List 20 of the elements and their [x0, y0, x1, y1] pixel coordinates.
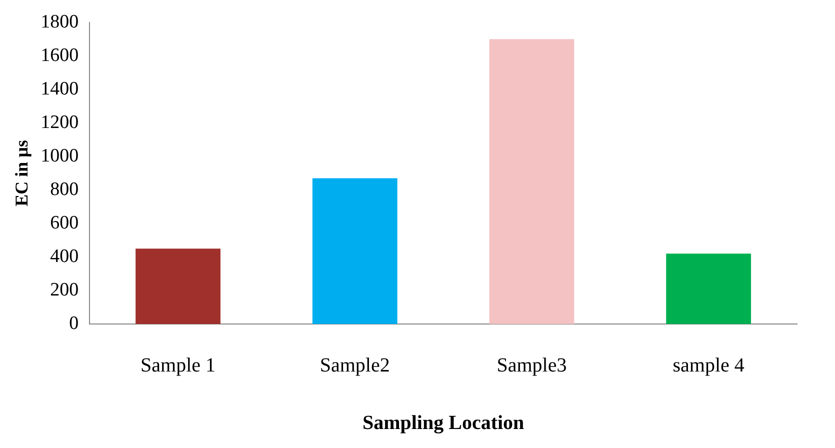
- bar: [136, 248, 220, 324]
- y-axis-title: EC in µs: [11, 140, 32, 206]
- y-tick-label: 600: [50, 212, 79, 234]
- y-tick-label: 200: [50, 279, 79, 300]
- y-tick-label: 1000: [40, 145, 79, 166]
- y-tick-label: 1200: [40, 112, 79, 133]
- y-tick-label: 1800: [40, 11, 79, 32]
- y-tick-label: 0: [69, 312, 79, 334]
- y-tick-label: 1400: [40, 78, 79, 100]
- x-tick-label: Sample2: [320, 354, 390, 376]
- x-tick-label: Sample 1: [140, 354, 216, 376]
- y-tick-label: 1600: [40, 44, 79, 66]
- x-axis-title: Sampling Location: [362, 412, 524, 434]
- y-tick-label: 800: [50, 178, 79, 200]
- bar: [312, 178, 398, 324]
- x-tick-label: Sample3: [496, 354, 567, 376]
- bar: [666, 254, 752, 324]
- x-tick-label: sample 4: [672, 354, 744, 376]
- bar: [489, 39, 574, 324]
- y-tick-label: 400: [50, 246, 79, 267]
